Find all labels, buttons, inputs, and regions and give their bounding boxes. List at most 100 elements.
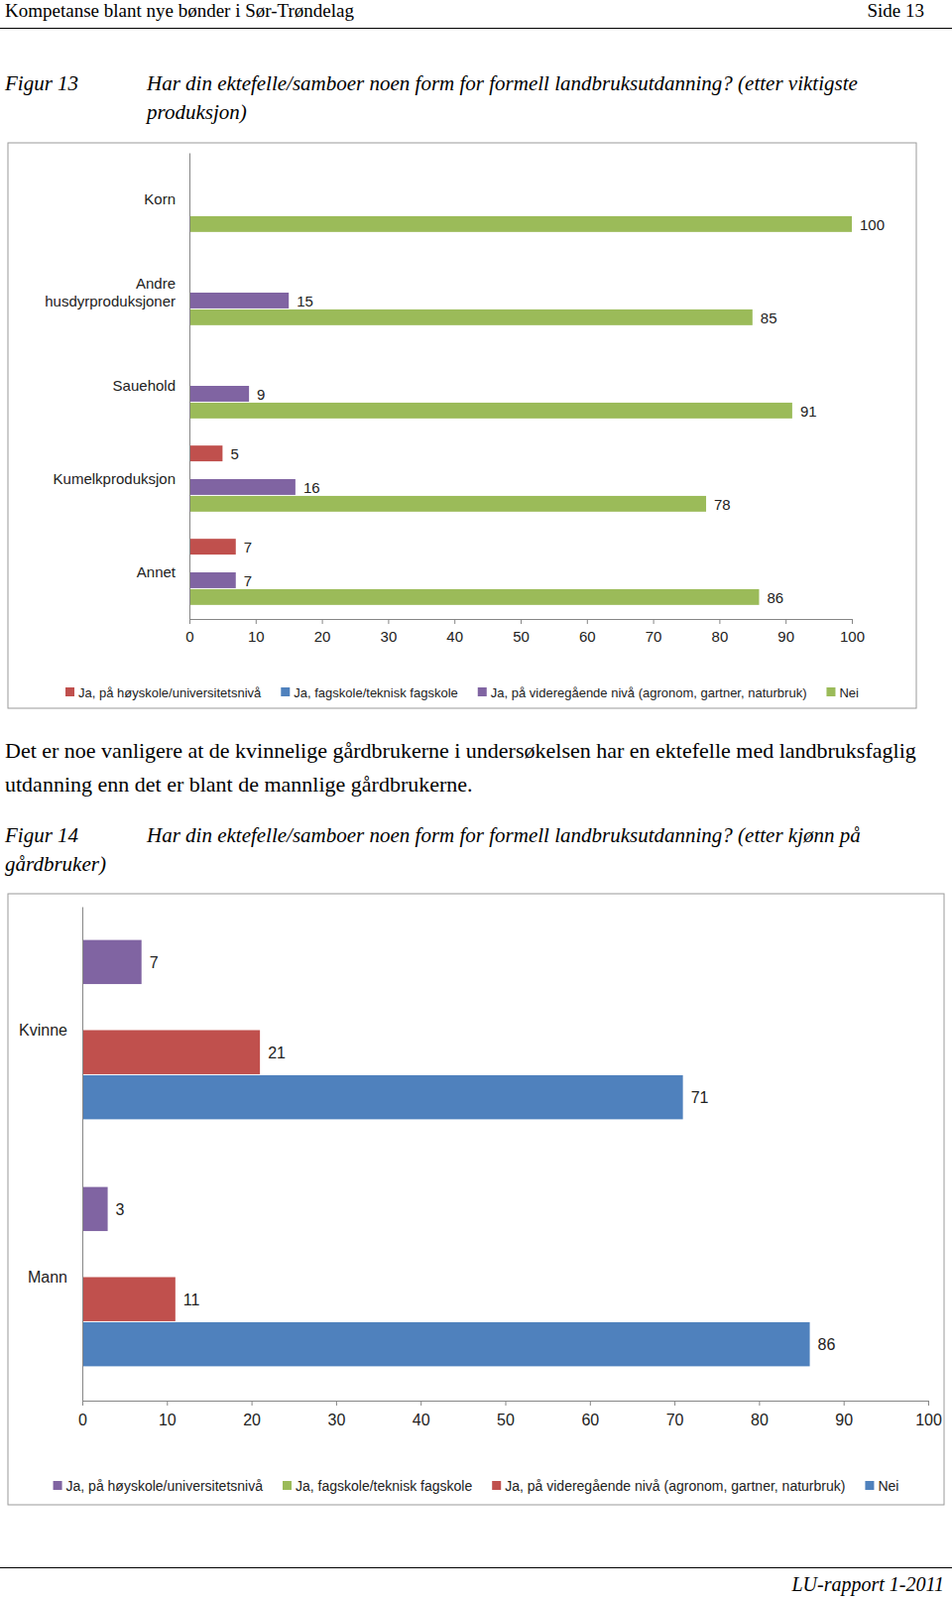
axis-line <box>82 907 84 1402</box>
bar <box>189 445 223 462</box>
tick: 100 <box>839 618 865 645</box>
tick-mark <box>928 1400 930 1406</box>
category-label: Sauehold <box>113 376 176 394</box>
tick-label: 0 <box>185 627 194 645</box>
tick-mark <box>718 618 720 624</box>
legend: Ja, på høyskole/universitetsnivå Ja, fags… <box>53 1477 900 1494</box>
data-label: 3 <box>116 1200 125 1218</box>
tick-label: 30 <box>328 1411 347 1428</box>
tick-label: 50 <box>512 627 530 645</box>
data-label: 9 <box>256 385 265 403</box>
tick: 50 <box>512 618 530 645</box>
legend-swatch <box>280 687 290 697</box>
tick: Sauehold <box>113 376 176 394</box>
legend-label: Ja, på videregående nivå (agronom, gartn… <box>490 685 808 701</box>
axis-line <box>189 153 191 620</box>
tick-mark <box>653 618 655 624</box>
tick-mark <box>387 618 389 624</box>
legend-label: Nei <box>838 685 859 701</box>
header-rule <box>0 27 952 29</box>
bars <box>189 216 852 605</box>
y-axis: Kvinne Mann <box>18 907 83 1402</box>
legend-item: Ja, på høyskole/universitetsnivå <box>53 1477 264 1494</box>
bar <box>189 572 237 589</box>
tick: 0 <box>185 618 194 645</box>
tick-mark <box>420 1400 422 1406</box>
page-svg: 5715916710085917886010203040506070809010… <box>0 0 952 1600</box>
tick-label: 80 <box>750 1411 769 1428</box>
figure-caption: Figur 14Har din ektefelle/samboer noen f… <box>4 821 943 879</box>
tick-label: 50 <box>496 1411 515 1428</box>
tick-mark <box>843 1400 845 1406</box>
tick-label: 100 <box>839 627 865 645</box>
chart: 5715916710085917886010203040506070809010… <box>7 142 917 709</box>
tick-mark <box>454 618 456 624</box>
legend-item: Nei <box>864 1477 899 1494</box>
x-axis: 0102030405060708090100 <box>78 1400 943 1428</box>
tick-mark <box>336 1400 338 1406</box>
tick-label: 30 <box>380 627 398 645</box>
legend-label: Ja, på videregående nivå (agronom, gartn… <box>504 1477 845 1494</box>
chart-frame <box>7 893 945 1505</box>
tick-label: 60 <box>579 627 596 645</box>
legend-label: Nei <box>877 1477 899 1494</box>
legend-item: Ja, på høyskole/universitetsnivå <box>65 685 262 701</box>
figure-label: Figur 14 <box>4 821 147 850</box>
tick-mark <box>785 618 787 624</box>
data-labels: 5715916710085917886 <box>230 216 885 606</box>
bar <box>82 1321 811 1366</box>
legend-swatch <box>65 687 75 697</box>
tick-label: 20 <box>242 1411 261 1428</box>
legend-label: Ja, fagskole/teknisk fagskole <box>295 1477 473 1494</box>
legend-label: Ja, fagskole/teknisk fagskole <box>293 685 458 701</box>
tick-mark <box>505 1400 507 1406</box>
figure-title: Har din ektefelle/samboer noen form for … <box>4 823 861 876</box>
tick-mark <box>189 618 191 624</box>
legend: Ja, på høyskole/universitetsnivå Ja, fags… <box>65 685 859 701</box>
data-label: 78 <box>714 495 731 513</box>
data-label: 11 <box>183 1291 201 1309</box>
data-labels: 7321117186 <box>116 953 836 1353</box>
figure-title: Har din ektefelle/samboer noen form for … <box>146 69 943 127</box>
data-label: 5 <box>230 445 238 463</box>
category-label-line: husdyrproduksjoner <box>44 292 176 310</box>
bar <box>82 1187 109 1231</box>
axis-line <box>83 1401 930 1407</box>
legend-item: Ja, på videregående nivå (agronom, gartn… <box>477 685 808 701</box>
data-label: 91 <box>800 402 818 420</box>
data-label: 7 <box>243 572 252 590</box>
tick: Mann <box>27 1268 68 1286</box>
x-axis: 0102030405060708090100 <box>185 618 865 645</box>
legend-item: Ja, på videregående nivå (agronom, gartn… <box>491 1477 845 1494</box>
data-label: 21 <box>267 1044 286 1062</box>
tick-mark <box>758 1400 760 1406</box>
data-label: 16 <box>303 478 321 496</box>
tick-mark <box>587 618 589 624</box>
legend-swatch <box>826 687 835 697</box>
tick: 90 <box>777 618 795 645</box>
data-label: 7 <box>149 953 159 971</box>
tick-label: 100 <box>915 1411 943 1428</box>
bar <box>189 402 793 419</box>
category-label: Mann <box>27 1268 68 1286</box>
legend-item: Nei <box>826 685 859 701</box>
legend-swatch <box>53 1480 63 1490</box>
bars <box>82 940 811 1367</box>
legend-swatch <box>282 1480 292 1490</box>
tick-label: 40 <box>412 1411 431 1428</box>
header-title: Kompetanse blant nye bønder i Sør-Trønde… <box>4 0 355 22</box>
tick: 90 <box>834 1400 853 1428</box>
tick: Annet <box>136 563 177 581</box>
tick: Andrehusdyrproduksjoner <box>44 274 176 310</box>
tick-mark <box>255 618 257 624</box>
tick: 100 <box>915 1400 943 1428</box>
category-label: Kumelkproduksjon <box>53 470 176 487</box>
tick: 20 <box>314 618 332 645</box>
tick: 70 <box>645 618 663 645</box>
bar <box>82 1277 176 1321</box>
tick: Kvinne <box>18 1021 68 1039</box>
tick: 20 <box>242 1400 261 1428</box>
tick-mark <box>674 1400 676 1406</box>
category-label-line: Andre <box>135 274 176 292</box>
paragraph: Det er noe vanligere at de kvinnelige gå… <box>4 733 928 802</box>
